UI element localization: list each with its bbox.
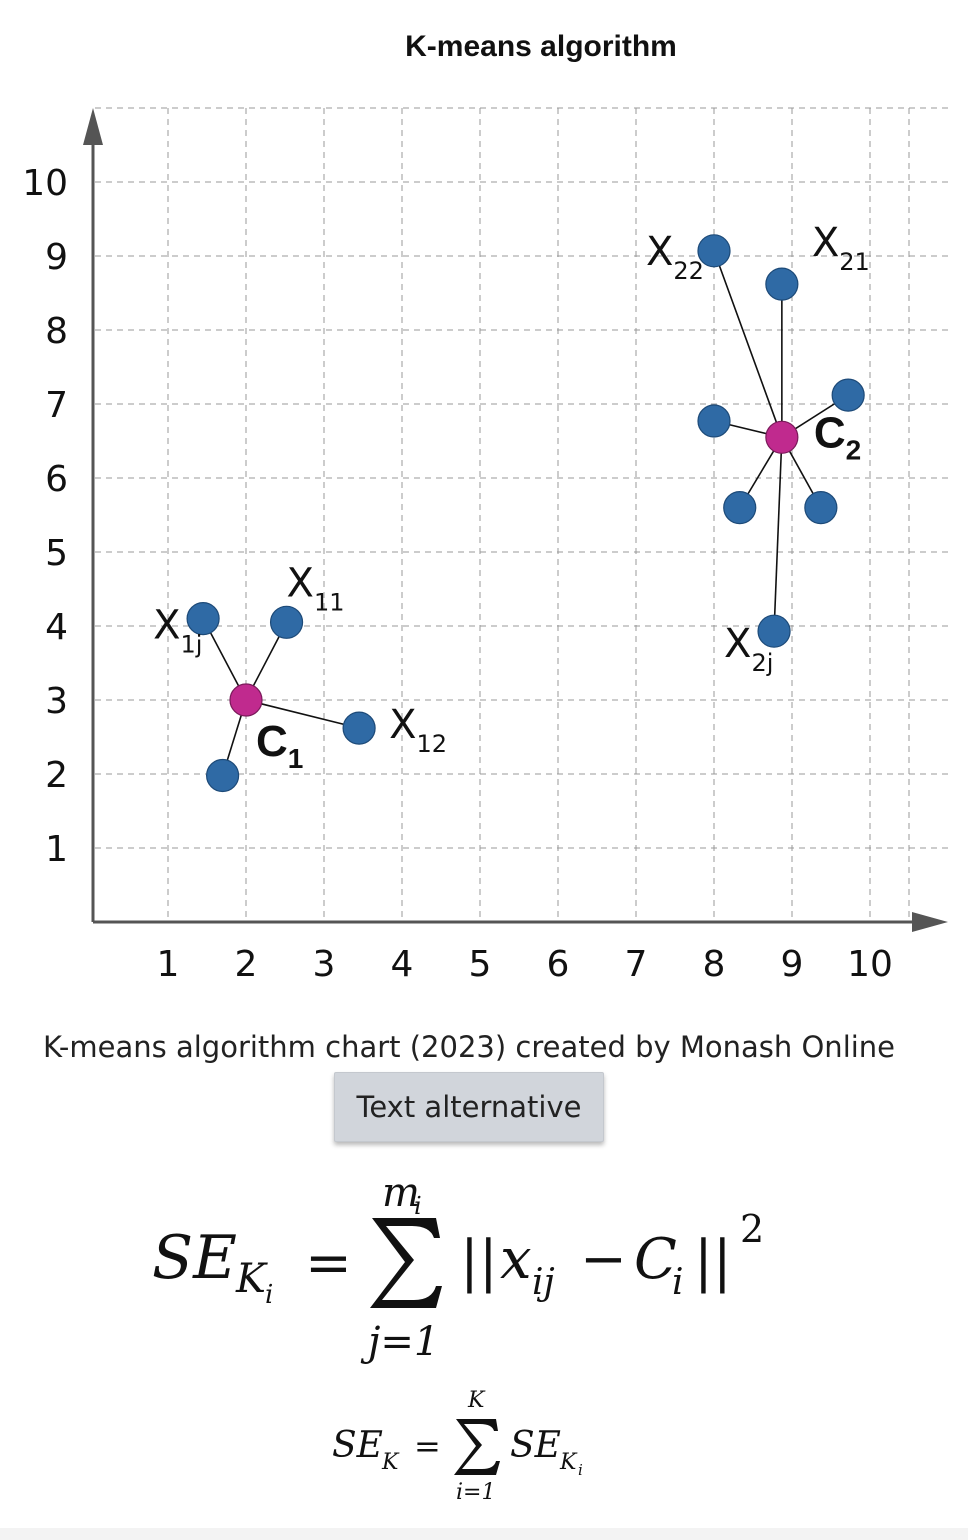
x-tick-label: 9 (781, 944, 804, 985)
centroid-label: C2 (814, 408, 861, 465)
chart-title: K-means algorithm (405, 30, 677, 63)
f2-sum-lower: i=1 (456, 1480, 495, 1505)
tick-labels: 1 2 3 4 5 6 7 8 9 10 1 2 3 4 5 6 7 8 9 10 (22, 163, 893, 985)
f2-lhs: SE (332, 1425, 383, 1466)
x-tick-label: 6 (547, 944, 570, 985)
data-point (697, 404, 731, 438)
chart-caption: K-means algorithm chart (2023) created b… (42, 1030, 896, 1064)
f1-lhs-sub: K (235, 1256, 268, 1302)
data-point (342, 711, 376, 745)
point-label: X22 (646, 229, 704, 285)
y-tick-label: 10 (22, 163, 68, 204)
f1-bars-close: || (694, 1229, 732, 1294)
centroid-point (229, 683, 263, 717)
y-tick-label: 8 (45, 311, 68, 352)
f2-lhs-sub: K (381, 1450, 400, 1475)
y-axis-arrow (83, 108, 103, 145)
x-tick-label: 4 (391, 944, 414, 985)
axes (83, 108, 948, 932)
y-tick-label: 9 (45, 237, 68, 278)
centroid-point (765, 420, 799, 454)
y-tick-label: 2 (45, 755, 68, 796)
f1-c-sub: i (672, 1262, 684, 1303)
x-tick-label: 3 (313, 944, 336, 985)
f1-sum-upper: m (382, 1170, 420, 1216)
f1-x: x (500, 1227, 532, 1292)
kmeans-chart: K-means algorithm 1 2 3 4 5 6 7 8 9 10 1 2 3 4 5 6 7 8 9 10… (22, 30, 948, 985)
y-tick-label: 3 (45, 681, 68, 722)
data-point (831, 378, 865, 412)
f1-power: 2 (740, 1207, 764, 1251)
data-point (804, 491, 838, 525)
data-point (765, 267, 799, 301)
point-label: X1j (153, 603, 202, 659)
x-tick-label: 2 (235, 944, 258, 985)
data-point (269, 605, 304, 639)
f2-sigma (454, 1419, 500, 1475)
centroid-link (713, 250, 783, 438)
x-tick-label: 7 (625, 944, 648, 985)
x-axis-arrow (912, 912, 948, 932)
bottom-bar (0, 1528, 968, 1540)
point-label: X21 (812, 220, 870, 276)
x-tick-label: 1 (157, 944, 180, 985)
f2-equals: = (414, 1427, 441, 1465)
f1-equals: = (305, 1231, 352, 1296)
centroid-label: C1 (256, 717, 303, 774)
f1-sigma (370, 1218, 442, 1308)
formula-se-ki: SE K i = m i j=1 || x ij − C i || 2 (152, 1170, 764, 1365)
f1-c: C (634, 1227, 677, 1292)
data-point (206, 758, 240, 793)
centroid-link (773, 437, 783, 632)
f1-bars-open: || (460, 1229, 498, 1294)
point-label: X11 (287, 560, 345, 616)
x-tick-label: 5 (469, 944, 492, 985)
f1-x-sub: ij (532, 1262, 555, 1303)
point-label: X2j (724, 621, 773, 677)
f1-minus: − (580, 1227, 627, 1292)
centroid-link (245, 699, 360, 729)
x-tick-label: 8 (703, 944, 726, 985)
point-label: X12 (389, 702, 447, 758)
y-tick-label: 7 (45, 385, 68, 426)
f2-rhs-subsub: i (578, 1461, 583, 1479)
f1-lhs: SE (152, 1223, 237, 1293)
formula-se-k: SE K = K i=1 SE K i (332, 1388, 583, 1505)
f2-sum-upper: K (467, 1388, 486, 1413)
y-tick-label: 5 (45, 533, 68, 574)
y-tick-label: 6 (45, 459, 68, 500)
data-point (757, 614, 791, 648)
data-point (186, 601, 220, 636)
f1-lhs-subsub: i (265, 1280, 273, 1310)
x-tick-label: 10 (847, 944, 893, 985)
f2-rhs-sub: K (559, 1450, 578, 1475)
data-point (723, 491, 757, 525)
f1-sum-lower: j=1 (360, 1319, 439, 1365)
data-point (697, 234, 731, 268)
y-tick-label: 1 (45, 829, 68, 870)
y-tick-label: 4 (45, 607, 68, 648)
grid (95, 107, 948, 920)
point-labels: X11 X12 X1j C1 X21 X22 X2j C2 (153, 220, 870, 774)
text-alternative-button[interactable]: Text alternative (334, 1072, 604, 1142)
f1-sum-upper-sub: i (414, 1192, 422, 1220)
data-points (186, 234, 865, 793)
f2-rhs: SE (510, 1425, 561, 1466)
